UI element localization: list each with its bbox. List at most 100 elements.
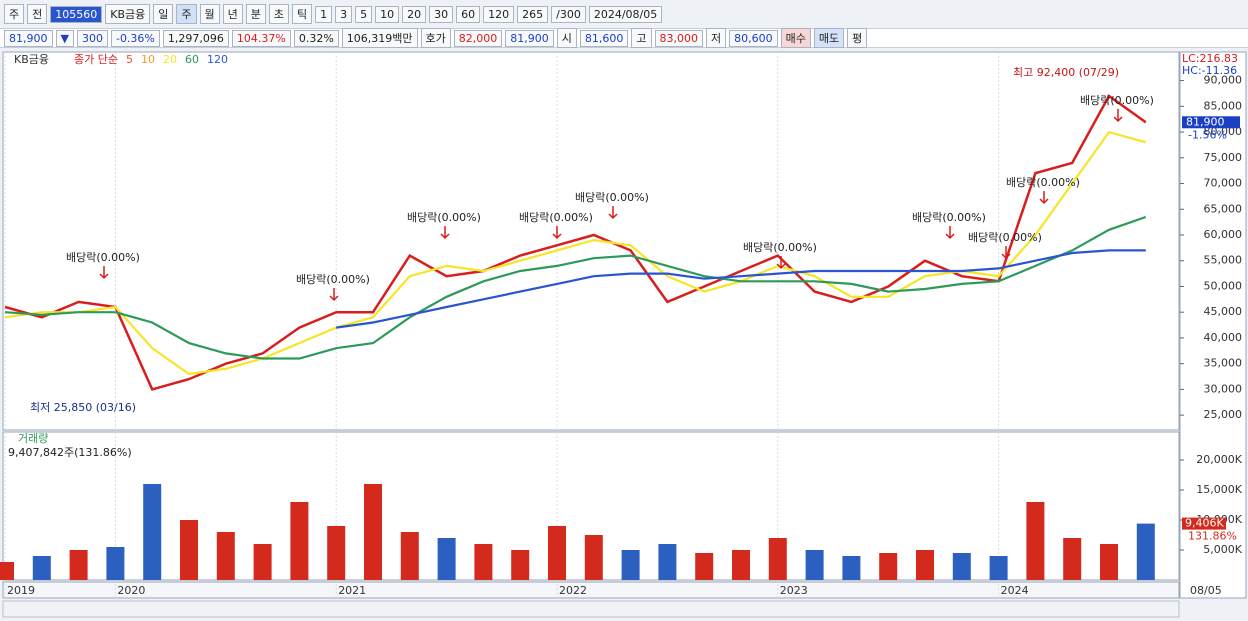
quote-field: 106,319백만 [341, 28, 418, 48]
volume-bar [474, 544, 493, 580]
scrollbar [2, 600, 1180, 618]
annotation: 배당락(0.00%) [66, 251, 140, 264]
annotation: 배당락(0.00%) [575, 191, 649, 204]
legend-entry: 5 [126, 53, 133, 66]
volume-bar [1063, 538, 1082, 580]
quote-field[interactable]: 매수 [780, 28, 811, 48]
volume-bar [952, 553, 971, 580]
volume-bar [69, 550, 88, 580]
last-volume-change: 131.86% [1188, 530, 1237, 543]
y-tick-label: 80,000 [1204, 125, 1243, 138]
annotation: 배당락(0.00%) [296, 273, 370, 286]
y-tick-label: 85,000 [1204, 99, 1243, 112]
quote-field[interactable]: 평 [847, 28, 868, 48]
quote-field: 0.32% [293, 29, 339, 47]
toolbar-button[interactable]: 전 [27, 4, 48, 24]
y-tick-label: 30,000 [1204, 382, 1243, 395]
quote-field: 저 [706, 28, 727, 48]
annotation: 배당락(0.00%) [968, 231, 1042, 244]
toolbar-button[interactable]: 5 [355, 5, 373, 23]
y-tick-label: 70,000 [1204, 177, 1243, 190]
toolbar-button[interactable]: KB금융 [105, 4, 151, 24]
quote-bar: 81,900 ▼ 300 -0.36% 1,297,096 104.37% 0.32% 106… [0, 28, 1248, 48]
toolbar-button[interactable]: 틱 [292, 4, 313, 24]
toolbar-button[interactable]: 2024/08/05 [588, 5, 663, 23]
quote-field: 80,600 [729, 29, 778, 47]
x-tick-label: 2020 [117, 584, 145, 597]
volume-bar [400, 532, 419, 580]
x-tick-label: 2019 [7, 584, 35, 597]
chart-title: KB금융 [14, 53, 49, 66]
x-tick-label: 2023 [780, 584, 808, 597]
quote-field: 1,297,096 [162, 29, 229, 47]
toolbar-button[interactable]: 주 [4, 4, 25, 24]
volume-bar [916, 550, 934, 580]
quote-field: 81,900 [4, 29, 53, 47]
legend-entry: 20 [163, 53, 177, 66]
quote-field: 호가 [420, 28, 451, 48]
toolbar-button[interactable]: 30 [429, 5, 454, 23]
y-tick-label: 65,000 [1204, 202, 1243, 215]
legend-entry: 10 [141, 53, 155, 66]
toolbar-button[interactable]: 10 [375, 5, 400, 23]
y-tick-label: 40,000 [1204, 331, 1243, 344]
annotation-arrow [776, 256, 786, 270]
volume-bar [437, 538, 456, 580]
annotation: 배당락(0.00%) [912, 211, 986, 224]
volume-bar [695, 553, 714, 580]
quote-field: 고 [631, 28, 652, 48]
volume-bar [1136, 523, 1155, 580]
volume-bar [621, 550, 640, 580]
quote-field: 104.37% [231, 29, 291, 47]
toolbar-button[interactable]: 105560 [50, 5, 103, 23]
annotation-arrow [1039, 191, 1049, 205]
annotation: 배당락(0.00%) [743, 241, 817, 254]
volume-bar [548, 526, 566, 580]
toolbar-button[interactable]: 년 [222, 4, 243, 24]
toolbar-button[interactable]: 주 [176, 4, 197, 24]
chart: 25,00030,00035,00040,00045,00050,00055,0… [0, 51, 1247, 618]
toolbar-button[interactable]: 월 [199, 4, 220, 24]
last-volume-label: 9,406K [1185, 517, 1224, 530]
toolbar-button[interactable]: 265 [517, 5, 549, 23]
x-tick-label: 08/05 [1190, 584, 1222, 597]
volume-bar [106, 547, 125, 580]
volume-bar [253, 544, 272, 580]
annotation-arrow [945, 226, 955, 240]
toolbar-button[interactable]: 일 [153, 4, 174, 24]
y-tick-label: 55,000 [1204, 254, 1243, 267]
annotation-arrow [1001, 246, 1011, 260]
last-price-label: 81,900 [1186, 115, 1225, 128]
volume-bar [143, 484, 162, 580]
y-tick-label: 50,000 [1204, 279, 1243, 292]
volume-bar [1100, 544, 1118, 580]
quote-field[interactable]: 매도 [813, 28, 845, 48]
toolbar-button[interactable]: 1 [315, 5, 333, 23]
x-tick-label: 2024 [1001, 584, 1029, 597]
toolbar-button[interactable]: /300 [551, 5, 586, 23]
legend-entry: 종가 단순 [74, 53, 118, 66]
lc-label: LC:216.83 [1182, 52, 1238, 65]
toolbar-button[interactable]: 20 [402, 5, 427, 23]
toolbar-button[interactable]: 120 [483, 5, 515, 23]
quote-field: 83,000 [654, 29, 704, 47]
y-tick-label: 35,000 [1204, 357, 1243, 370]
toolbar-button[interactable]: 3 [335, 5, 353, 23]
quote-field: 81,600 [579, 29, 629, 47]
last-change-label: -1.56% [1188, 128, 1227, 141]
toolbar-button[interactable]: 60 [456, 5, 481, 23]
volume-bar [989, 556, 1008, 580]
axis-panel [1179, 51, 1247, 599]
toolbar-button[interactable]: 분 [245, 4, 266, 24]
toolbar-button[interactable]: 초 [268, 4, 289, 24]
annotation: 최고 92,400 (07/29) [1013, 66, 1119, 79]
volume-bar [0, 562, 14, 580]
x-tick-label: 2021 [338, 584, 366, 597]
volume-bar [1026, 502, 1045, 580]
volume-bar [658, 544, 677, 580]
y-tick-label: 15,000K [1196, 483, 1242, 496]
volume-subtitle: 9,407,842주(131.86%) [8, 446, 132, 459]
last-price-box [1182, 116, 1240, 129]
quote-field: 81,900 [505, 29, 554, 47]
